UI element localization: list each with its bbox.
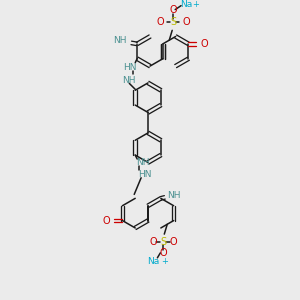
Text: +: + <box>192 0 199 9</box>
Text: NH: NH <box>167 191 180 200</box>
Text: O: O <box>157 17 164 27</box>
Text: HN: HN <box>124 63 137 72</box>
Text: NH: NH <box>136 158 150 167</box>
Text: S: S <box>160 237 167 247</box>
Text: O: O <box>169 4 177 15</box>
Text: NH: NH <box>122 76 136 85</box>
Text: Na: Na <box>180 0 192 9</box>
Text: O: O <box>160 248 167 258</box>
Text: +: + <box>161 257 168 266</box>
Text: O: O <box>150 237 157 247</box>
Text: NH: NH <box>113 36 126 45</box>
Text: O: O <box>200 39 208 49</box>
Text: HN: HN <box>138 170 152 179</box>
Text: Na: Na <box>147 257 160 266</box>
Text: O: O <box>169 237 177 247</box>
Text: O: O <box>103 216 110 226</box>
Text: O: O <box>182 17 190 27</box>
Text: S: S <box>170 17 176 27</box>
